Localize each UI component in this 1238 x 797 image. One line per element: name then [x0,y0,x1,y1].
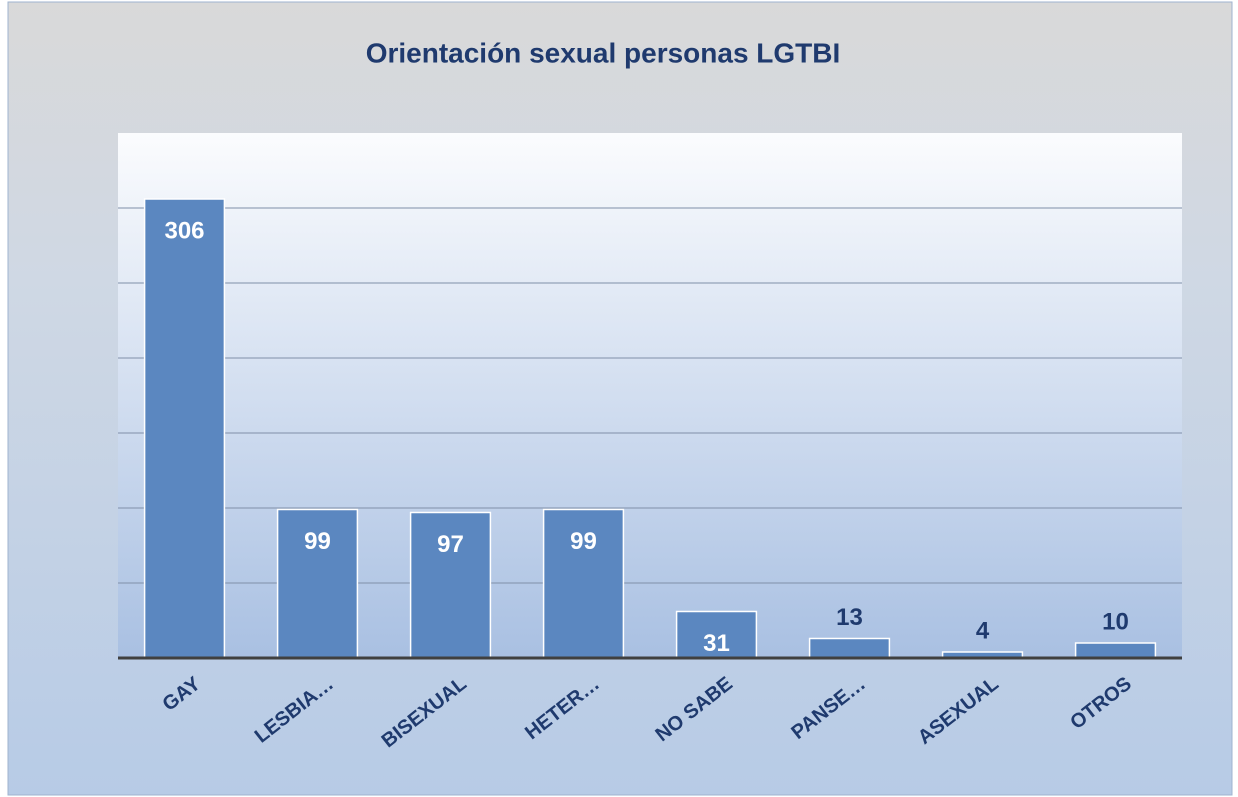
data-label: 31 [703,630,730,657]
data-label: 10 [1102,608,1129,635]
data-label: 13 [836,604,863,631]
bar [808,637,891,659]
bar [1074,642,1157,659]
data-label: 99 [570,528,597,555]
chart-title: Orientación sexual personas LGTBI [366,37,841,68]
data-label: 97 [437,531,464,558]
bar [675,610,758,659]
bar [542,508,625,659]
data-label: 4 [976,617,990,644]
data-label: 99 [304,528,331,555]
bar [143,198,226,659]
data-label: 306 [164,217,204,244]
